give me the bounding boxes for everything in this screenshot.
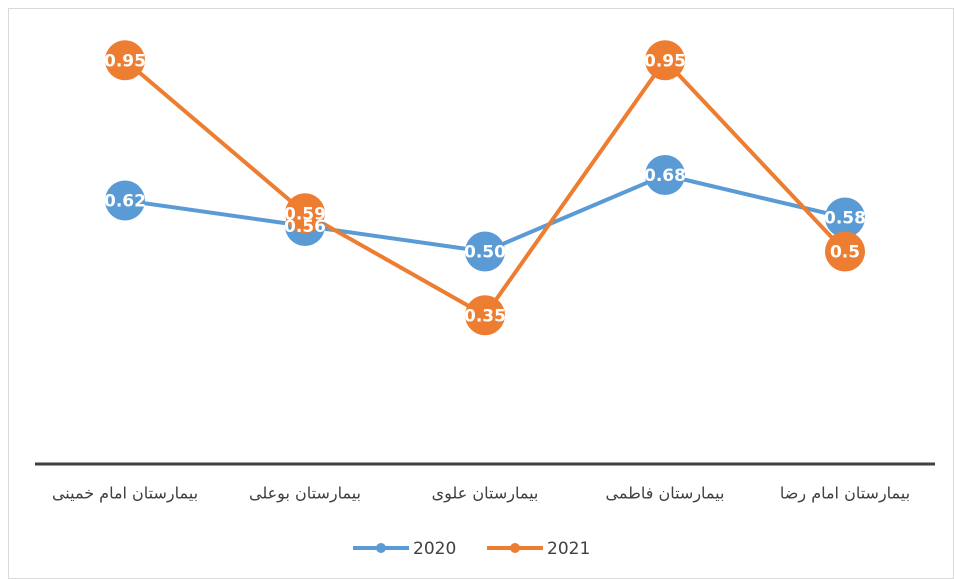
x-tick-label: بیمارستان امام رضا: [780, 484, 910, 504]
x-tick-label: بیمارستان فاطمی: [606, 484, 725, 504]
data-label: 0.62: [104, 192, 146, 212]
data-label: 0.59: [284, 204, 326, 224]
legend-marker: [510, 543, 520, 553]
marker: [825, 197, 865, 238]
marker: [105, 40, 145, 81]
marker: [465, 295, 505, 336]
marker: [105, 180, 145, 221]
marker: [645, 155, 685, 195]
marker: [645, 40, 685, 81]
data-label: 0.50: [464, 243, 506, 263]
x-tick-label: بیمارستان علوی: [432, 484, 539, 504]
data-label: 0.56: [284, 217, 326, 237]
data-label: 0.68: [644, 166, 686, 186]
marker: [465, 231, 505, 272]
legend-label: 2021: [547, 539, 590, 559]
data-label: 0.95: [104, 51, 146, 71]
marker: [285, 193, 325, 234]
data-label: 0.5: [830, 243, 860, 263]
legend-marker: [376, 543, 386, 553]
marker: [825, 231, 865, 272]
data-label: 0.35: [464, 306, 506, 326]
data-label: 0.58: [824, 209, 866, 229]
x-tick-label: بیمارستان بوعلی: [249, 484, 361, 504]
x-tick-label: بیمارستان امام خمینی: [52, 484, 198, 504]
chart-frame: [8, 8, 954, 579]
data-label: 0.95: [644, 51, 686, 71]
legend-label: 2020: [413, 539, 456, 559]
